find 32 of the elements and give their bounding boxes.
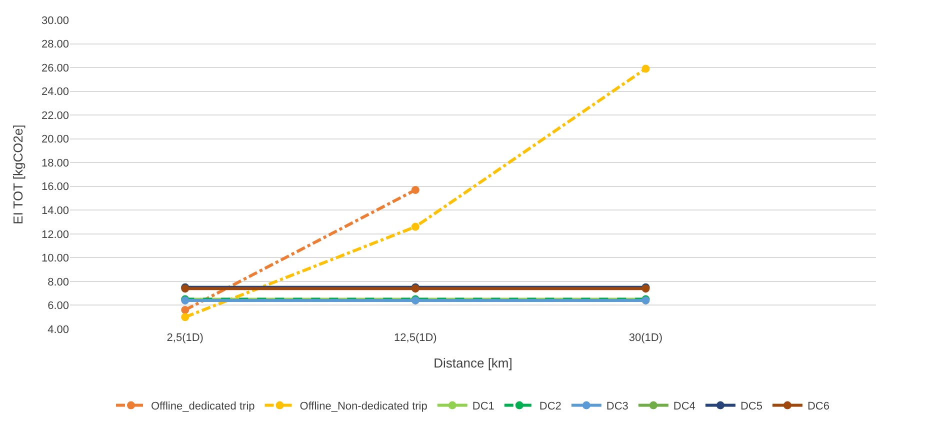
legend-label: DC6 [807, 400, 830, 413]
legend-label: DC5 [740, 400, 762, 413]
legend-label: DC4 [673, 400, 696, 413]
x-tick-label: 30(1D) [628, 332, 663, 344]
legend-label: Offline_Non-dedicated trip [300, 400, 428, 413]
legend-label: DC3 [606, 400, 628, 413]
x-tick-label: 2,5(1D) [166, 332, 204, 344]
y-tick-label: 24.00 [41, 86, 69, 98]
y-tick-label: 12.00 [41, 228, 69, 241]
y-tick-label: 6.00 [48, 300, 69, 312]
y-tick-label: 10.00 [41, 252, 69, 265]
y-axis-title: EI TOT [kgCO2e] [10, 124, 26, 224]
point [181, 313, 190, 322]
y-tick-label: 16.00 [41, 181, 69, 194]
y-tick-label: 22.00 [41, 110, 69, 122]
legend-label: Offline_dedicated trip [151, 400, 255, 413]
point [181, 306, 190, 314]
y-tick-label: 30.00 [41, 14, 69, 27]
point [411, 222, 420, 231]
point [642, 64, 650, 73]
point [411, 186, 420, 194]
x-tick-label: 12,5(1D) [394, 332, 437, 344]
x-axis-title: Distance [km] [434, 356, 512, 371]
y-tick-label: 28.00 [41, 38, 69, 51]
y-tick-label: 26.00 [41, 62, 69, 74]
y-tick-label: 18.00 [41, 157, 69, 170]
legend-label: DC2 [539, 400, 562, 413]
y-tick-label: 8.00 [48, 276, 69, 288]
y-tick-label: 4.00 [48, 324, 69, 336]
y-tick-label: 20.00 [41, 134, 69, 146]
y-tick-label: 14.00 [41, 205, 69, 217]
legend-label: DC1 [472, 400, 494, 413]
